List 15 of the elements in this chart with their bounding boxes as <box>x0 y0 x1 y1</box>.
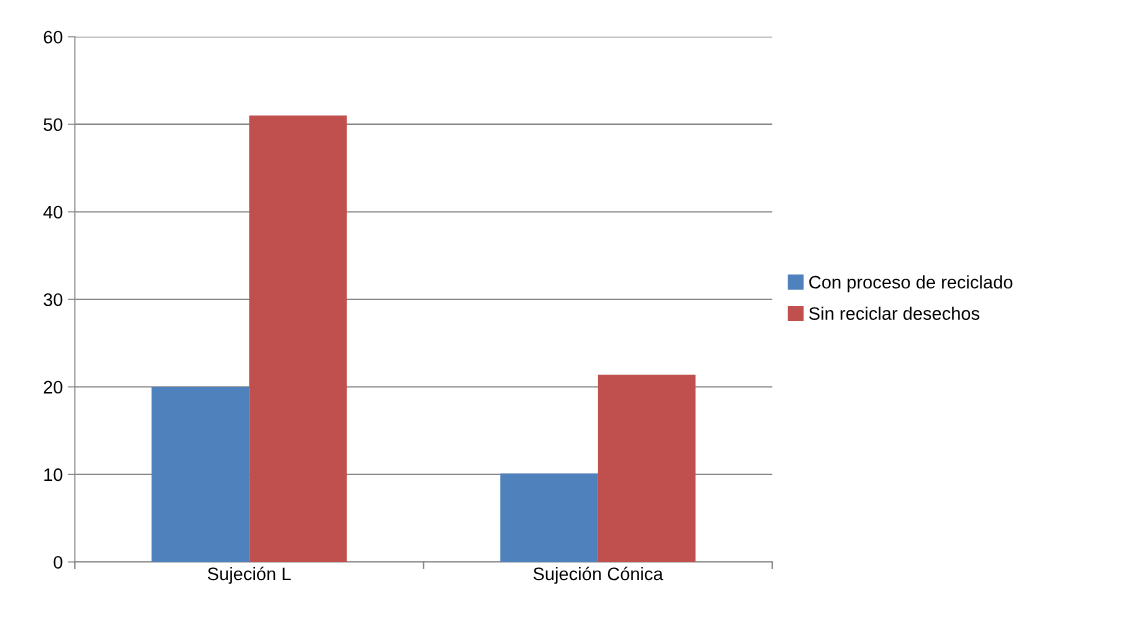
y-tick-label: 60 <box>43 30 63 44</box>
y-tick-label: 40 <box>43 205 63 219</box>
bar <box>151 386 250 562</box>
y-tick-label: 30 <box>43 293 63 307</box>
y-tick-label: 0 <box>53 555 63 569</box>
legend-label: Sin reciclar desechos <box>809 306 980 320</box>
y-tick-label: 50 <box>43 118 63 132</box>
bar <box>597 374 696 562</box>
bar <box>249 115 347 562</box>
x-tick-label: Sujeción L <box>207 566 291 584</box>
bar <box>500 473 598 562</box>
x-tick-label: Sujeción Cónica <box>533 566 664 584</box>
legend-label: Con proceso de reciclado <box>809 275 1013 293</box>
y-tick-label: 20 <box>43 380 63 394</box>
y-tick-label: 10 <box>44 468 63 482</box>
